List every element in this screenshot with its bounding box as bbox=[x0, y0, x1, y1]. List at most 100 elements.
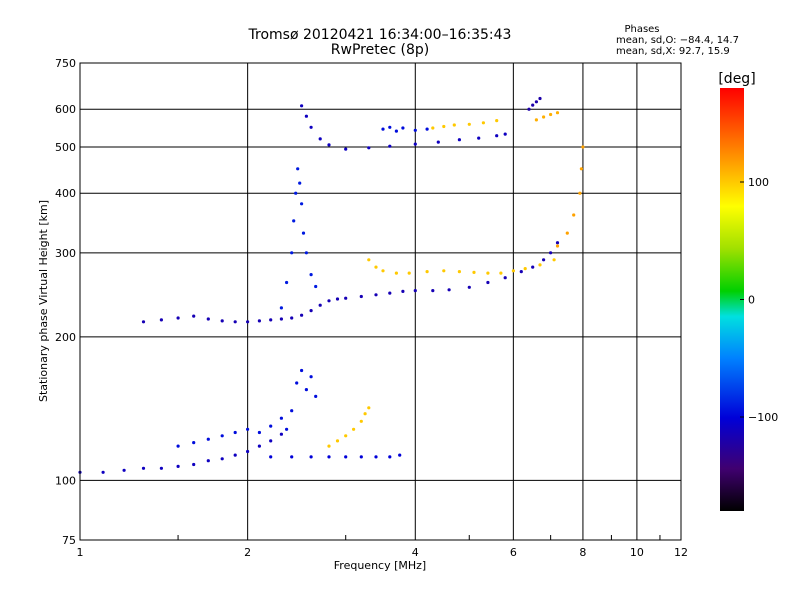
data-point bbox=[359, 294, 363, 299]
data-point bbox=[309, 273, 313, 277]
colorbar-label: [deg] bbox=[718, 71, 755, 87]
trace-upper-right-o bbox=[527, 96, 542, 111]
data-point bbox=[335, 297, 340, 301]
phases-title: Phases bbox=[624, 24, 659, 35]
colorbar-tick-label: 100 bbox=[748, 176, 769, 189]
data-point bbox=[246, 449, 250, 454]
data-point bbox=[374, 293, 378, 297]
x-tick-label: 12 bbox=[674, 546, 688, 559]
data-point bbox=[220, 457, 224, 461]
data-point bbox=[309, 309, 313, 313]
data-point bbox=[233, 320, 237, 324]
data-point bbox=[495, 119, 499, 123]
data-point bbox=[565, 231, 569, 235]
data-point bbox=[192, 441, 196, 445]
data-point bbox=[381, 269, 385, 273]
data-point bbox=[279, 416, 283, 420]
data-point bbox=[394, 271, 398, 275]
data-point bbox=[290, 251, 294, 255]
data-point bbox=[413, 142, 417, 146]
data-point bbox=[176, 444, 180, 448]
data-point bbox=[431, 126, 435, 130]
data-point bbox=[388, 125, 392, 129]
data-point bbox=[192, 314, 196, 318]
data-point bbox=[300, 313, 304, 317]
data-point bbox=[176, 316, 180, 320]
data-point bbox=[327, 299, 331, 303]
trace-F-layer-x bbox=[367, 258, 556, 275]
grid-lines bbox=[80, 63, 681, 540]
data-point bbox=[425, 127, 429, 131]
data-point bbox=[159, 318, 163, 322]
y-tick-label: 75 bbox=[62, 534, 76, 547]
data-point bbox=[572, 213, 576, 217]
plot-frame bbox=[79, 62, 682, 541]
y-axis-ticks: 75 100 200 300 400 500 600 750 bbox=[55, 57, 76, 547]
data-point bbox=[394, 129, 398, 133]
x-tick-label: 8 bbox=[579, 546, 586, 559]
data-point bbox=[407, 271, 411, 275]
data-point bbox=[457, 270, 461, 274]
data-point bbox=[309, 455, 313, 459]
data-point bbox=[555, 111, 560, 115]
data-point bbox=[388, 144, 392, 148]
data-point bbox=[413, 128, 417, 132]
data-point bbox=[534, 100, 539, 104]
data-point bbox=[300, 368, 304, 373]
data-point bbox=[579, 167, 584, 171]
data-point bbox=[318, 303, 322, 307]
data-point bbox=[257, 319, 261, 323]
data-point bbox=[367, 258, 371, 262]
y-tick-label: 200 bbox=[55, 331, 76, 344]
y-tick-label: 500 bbox=[55, 141, 76, 154]
data-point bbox=[578, 191, 582, 195]
data-point bbox=[269, 424, 273, 428]
data-point bbox=[101, 470, 105, 474]
trace-F-layer-spike bbox=[279, 167, 318, 310]
data-point bbox=[285, 427, 289, 431]
data-point bbox=[542, 115, 546, 119]
data-point bbox=[257, 444, 261, 448]
data-point bbox=[431, 289, 435, 293]
data-point bbox=[467, 122, 471, 126]
data-point bbox=[294, 191, 298, 195]
trace-lower-layer-scatter bbox=[176, 368, 318, 448]
data-point bbox=[335, 439, 340, 443]
data-point bbox=[359, 455, 363, 459]
data-point bbox=[206, 437, 210, 441]
data-point bbox=[495, 134, 499, 138]
data-point bbox=[257, 430, 261, 435]
data-point bbox=[552, 258, 556, 262]
colorbar-ticks: 100 0 −100 bbox=[740, 176, 778, 424]
trace-lower-layer-x bbox=[327, 406, 371, 448]
data-point bbox=[141, 466, 146, 470]
data-point bbox=[363, 412, 367, 416]
data-point bbox=[300, 104, 304, 108]
data-point bbox=[327, 444, 331, 448]
y-tick-label: 100 bbox=[55, 474, 76, 487]
data-point bbox=[436, 140, 440, 144]
data-point bbox=[220, 319, 224, 323]
data-point bbox=[344, 147, 348, 151]
data-point bbox=[523, 267, 527, 271]
data-point bbox=[503, 276, 507, 280]
data-point bbox=[519, 270, 523, 274]
data-point bbox=[344, 434, 348, 438]
data-point bbox=[477, 136, 481, 140]
data-point bbox=[327, 455, 331, 459]
data-point bbox=[452, 123, 456, 127]
data-point bbox=[233, 453, 237, 457]
data-point bbox=[388, 455, 392, 459]
data-point bbox=[549, 251, 553, 255]
data-point bbox=[298, 181, 302, 185]
data-point bbox=[367, 406, 371, 410]
phases-x-line: mean, sd,X: 92.7, 15.9 bbox=[616, 46, 730, 57]
trace-F-layer-x-vertical bbox=[555, 145, 585, 248]
data-point bbox=[359, 419, 363, 423]
data-point bbox=[374, 265, 378, 269]
data-point bbox=[304, 251, 308, 255]
data-point bbox=[531, 265, 535, 269]
x-tick-label: 2 bbox=[244, 546, 251, 559]
data-point bbox=[206, 317, 210, 321]
data-point bbox=[233, 430, 237, 435]
